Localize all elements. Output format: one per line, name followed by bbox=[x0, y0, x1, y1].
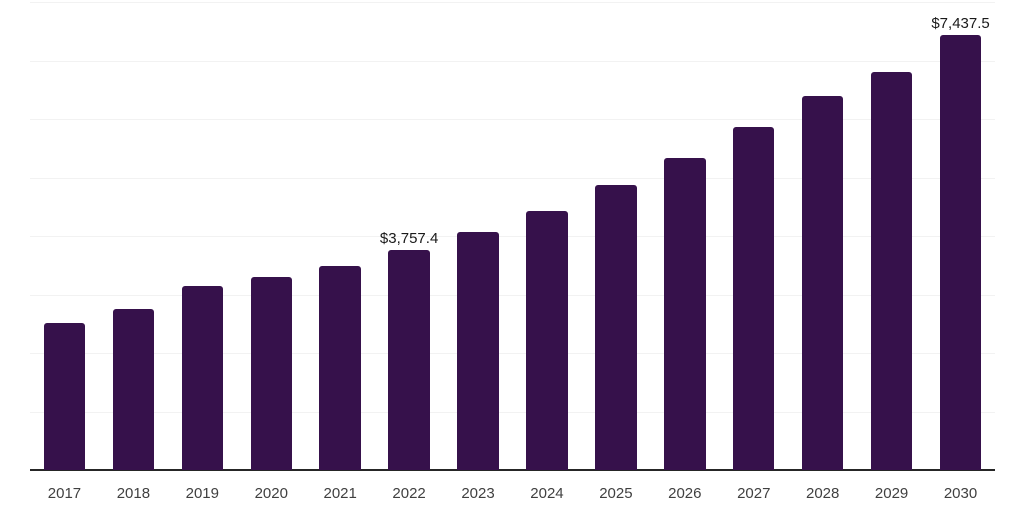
data-label-2030: $7,437.5 bbox=[931, 14, 990, 32]
gridline-5000 bbox=[30, 177, 995, 179]
gridline-7000 bbox=[30, 60, 995, 62]
bar-2017[interactable] bbox=[43, 323, 86, 470]
gridline-3000 bbox=[30, 294, 995, 296]
bar-2030[interactable] bbox=[939, 34, 982, 470]
bar-2024[interactable] bbox=[526, 211, 568, 470]
tick-label-2029: 2029 bbox=[874, 485, 909, 502]
bar-2023[interactable] bbox=[457, 231, 499, 470]
tick-label-2017: 2017 bbox=[47, 485, 82, 502]
tick-label-2025: 2025 bbox=[599, 485, 633, 502]
bar-2022[interactable] bbox=[388, 250, 430, 470]
gridline-6000 bbox=[30, 119, 995, 120]
tick-label-2030: 2030 bbox=[943, 485, 978, 502]
bar-2029[interactable] bbox=[870, 72, 913, 470]
bar-2019[interactable] bbox=[181, 285, 223, 470]
tick-label-2021: 2021 bbox=[323, 485, 357, 502]
data-label-2022: $3,757.4 bbox=[379, 230, 439, 248]
bar-2028[interactable] bbox=[801, 96, 844, 470]
tick-label-2023: 2023 bbox=[461, 485, 495, 502]
bar-2018[interactable] bbox=[112, 308, 155, 470]
tick-label-2028: 2028 bbox=[805, 485, 840, 502]
bar-2021[interactable] bbox=[319, 266, 361, 470]
tick-label-2026: 2026 bbox=[668, 485, 702, 502]
tick-label-2027: 2027 bbox=[737, 485, 771, 502]
gridline-8000 bbox=[30, 2, 995, 3]
gridline-4000 bbox=[30, 236, 995, 237]
tick-label-2018: 2018 bbox=[116, 485, 151, 502]
bar-2020[interactable] bbox=[250, 277, 292, 470]
gridline-2000 bbox=[30, 353, 995, 354]
tick-label-2019: 2019 bbox=[185, 485, 219, 502]
gridline-1000 bbox=[30, 411, 995, 413]
tick-label-2020: 2020 bbox=[254, 485, 288, 502]
bar-2025[interactable] bbox=[595, 184, 637, 470]
tick-label-2022: 2022 bbox=[392, 485, 426, 502]
tick-label-2024: 2024 bbox=[530, 485, 564, 502]
bar-2026[interactable] bbox=[664, 158, 706, 470]
bar-2027[interactable] bbox=[733, 126, 775, 470]
x-axis-line bbox=[30, 469, 995, 471]
